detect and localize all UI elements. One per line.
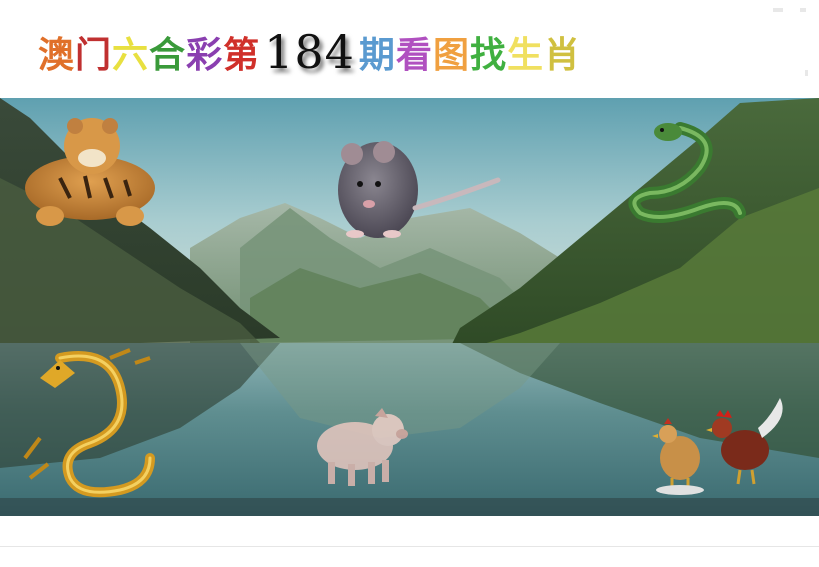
title-char: 澳 — [38, 35, 76, 76]
bottom-strip — [0, 516, 819, 567]
rooster-image — [706, 398, 783, 485]
pig-image — [317, 408, 408, 486]
corner-mark — [773, 8, 783, 12]
hen-image — [652, 418, 704, 495]
title-char: 门 — [75, 35, 113, 76]
title-char: 第 — [223, 35, 261, 76]
title-char: 肖 — [543, 35, 581, 76]
title-char: 期 — [358, 35, 396, 76]
title-char: 合 — [149, 35, 187, 76]
title-char: 六 — [112, 35, 150, 76]
title-char: 生 — [506, 35, 544, 76]
rat-image — [338, 141, 501, 238]
landscape-illustration — [0, 98, 819, 516]
landscape-scene — [0, 98, 819, 516]
title-char: 找 — [469, 35, 507, 76]
tiger-image — [25, 118, 155, 226]
snake-image — [628, 122, 746, 223]
title-char: 彩 — [186, 35, 224, 76]
corner-mark — [800, 8, 806, 12]
dragon-image — [23, 348, 155, 498]
issue-number: 184 — [264, 25, 355, 79]
page-title: 澳 门 六 合 彩 第 184 期 看 图 找 生 肖 — [38, 22, 581, 82]
divider — [0, 546, 819, 547]
title-char: 看 — [395, 35, 433, 76]
corner-mark — [805, 70, 808, 76]
title-char: 图 — [432, 35, 470, 76]
